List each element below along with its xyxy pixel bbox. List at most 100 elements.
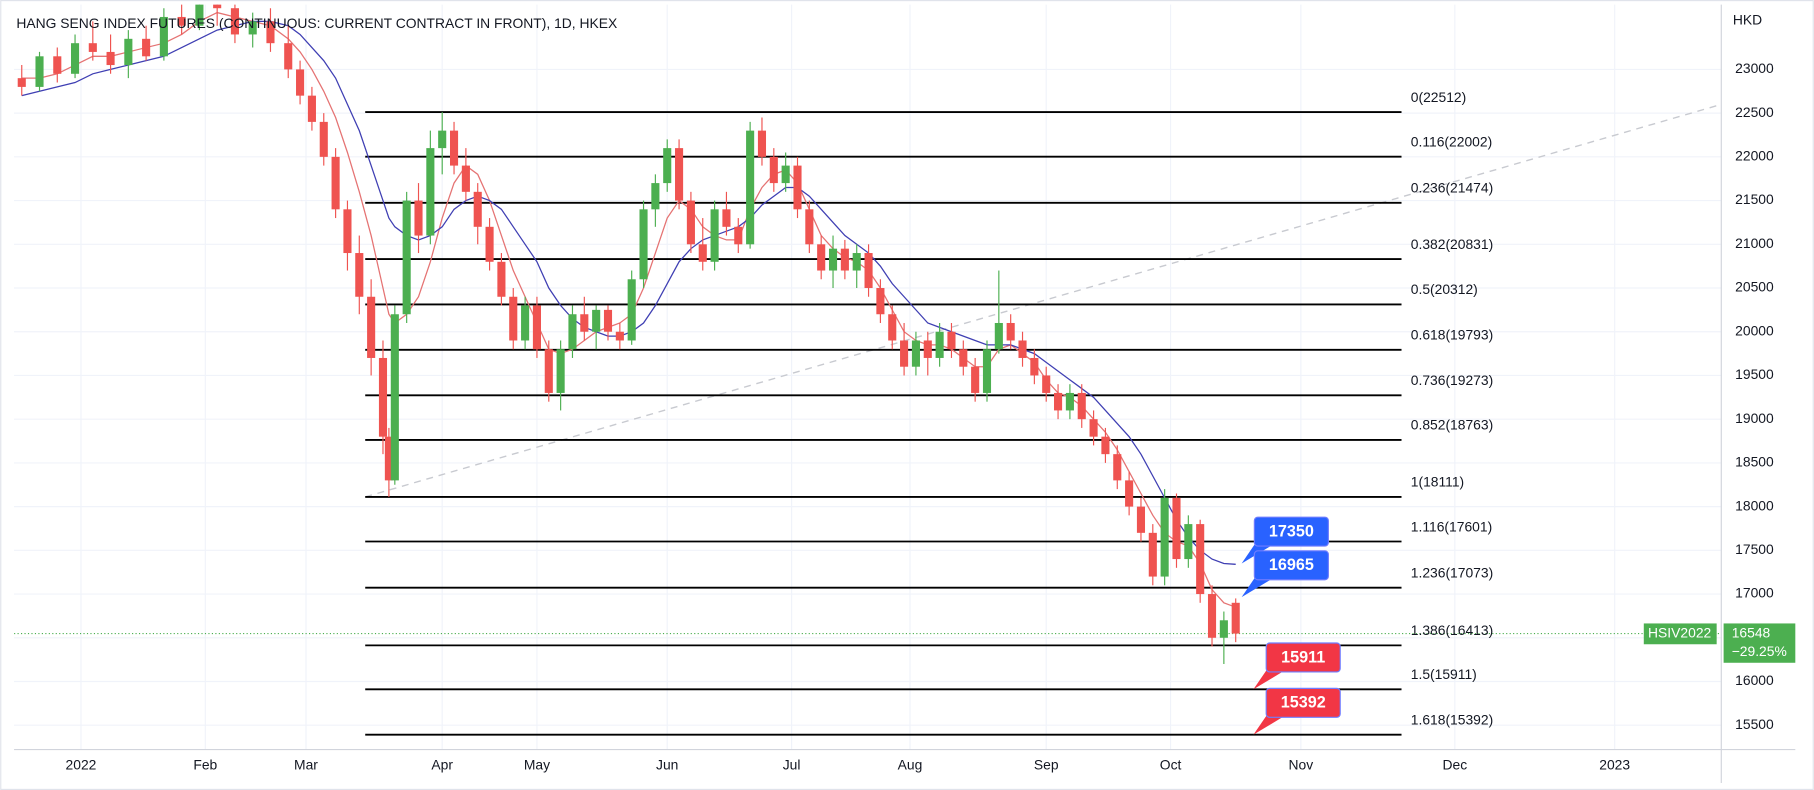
- candle-body: [864, 253, 873, 289]
- fib-level-label: 1.618(15392): [1411, 711, 1493, 727]
- y-tick-label: 17500: [1735, 541, 1774, 557]
- candle-body: [840, 248, 849, 271]
- candle-body: [698, 244, 707, 262]
- candle-body: [1231, 602, 1240, 634]
- price-callout: 15392: [1253, 687, 1341, 735]
- candle-body: [402, 200, 411, 315]
- fib-level-label: 1.5(15911): [1411, 666, 1477, 682]
- candle-body: [1065, 392, 1074, 411]
- candle-body: [532, 305, 541, 350]
- candle-body: [911, 340, 920, 367]
- candle-body: [793, 165, 802, 210]
- candle-body: [544, 349, 553, 393]
- fib-level-label: 1.116(17601): [1411, 518, 1492, 534]
- grid: [14, 4, 1722, 750]
- fib-level-label: 0.618(19793): [1411, 327, 1493, 343]
- x-tick-label: Dec: [1442, 756, 1467, 772]
- candle-body: [17, 78, 26, 87]
- callout-label: 16965: [1269, 556, 1314, 574]
- callout-label: 15392: [1281, 694, 1326, 712]
- candle-body: [1184, 524, 1193, 560]
- candle-body: [1054, 392, 1063, 411]
- candle-body: [284, 43, 293, 70]
- x-tick-label: Nov: [1289, 756, 1314, 772]
- price-callout: 15911: [1253, 642, 1341, 690]
- candle-body: [805, 209, 814, 245]
- candle-body: [485, 226, 494, 262]
- candle-body: [1136, 506, 1146, 533]
- x-tick-label: Jul: [783, 756, 801, 772]
- y-tick-label: 21500: [1735, 191, 1774, 207]
- candle-body: [639, 209, 648, 280]
- candle-body: [675, 148, 684, 201]
- candle-body: [426, 148, 435, 236]
- symbol-label: HSIV2022: [1648, 625, 1711, 641]
- candle-body: [876, 288, 885, 315]
- candle-body: [982, 349, 992, 393]
- x-tick-label: 2022: [66, 756, 97, 772]
- candle-body: [580, 314, 589, 332]
- candle-body: [1077, 392, 1086, 420]
- candle-body: [124, 38, 133, 66]
- candle-body: [852, 253, 861, 271]
- y-tick-label: 19500: [1735, 366, 1774, 382]
- x-tick-label: 2023: [1599, 756, 1630, 772]
- candle-body: [627, 279, 636, 341]
- candle-body: [781, 165, 790, 184]
- candle-body: [592, 309, 601, 332]
- candle-body: [213, 4, 222, 9]
- candle-body: [230, 8, 239, 35]
- candle-body: [414, 200, 423, 236]
- candle-body: [1089, 419, 1098, 437]
- x-tick-label: Feb: [193, 756, 217, 772]
- candle-body: [994, 322, 1003, 350]
- fib-level-label: 0.736(19273): [1411, 372, 1493, 388]
- candle-body: [935, 331, 944, 358]
- y-tick-label: 15500: [1735, 716, 1774, 732]
- callout-box: [1253, 550, 1329, 581]
- y-tick-label: 23000: [1735, 60, 1774, 76]
- fib-level-label: 0(22512): [1411, 89, 1466, 105]
- candle-body: [1148, 532, 1157, 577]
- candle-body: [367, 296, 376, 358]
- callout-box: [1265, 642, 1341, 673]
- candle-body: [53, 56, 62, 74]
- trendline: [365, 103, 1722, 498]
- candle-body: [615, 331, 624, 341]
- candle-body: [521, 305, 530, 341]
- price-callout: 17350: [1241, 516, 1329, 564]
- candle-body: [651, 183, 660, 210]
- fib-level-label: 0.852(18763): [1411, 417, 1493, 433]
- candle-body: [473, 191, 482, 227]
- candle-body: [757, 130, 767, 157]
- candle-body: [1125, 480, 1134, 507]
- moving-average: [21, 20, 1236, 565]
- fib-level-label: 0.382(20831): [1411, 236, 1493, 252]
- candle-body: [438, 130, 447, 149]
- currency: HKD: [1733, 11, 1762, 27]
- callout-label: 17350: [1269, 522, 1314, 540]
- y-tick-label: 20000: [1735, 322, 1774, 338]
- price-callout: 16965: [1241, 550, 1329, 598]
- candle-body: [307, 95, 316, 122]
- candle-body: [195, 4, 204, 26]
- candle-body: [390, 314, 399, 481]
- y-tick-label: 21000: [1735, 235, 1774, 251]
- candle-body: [959, 349, 968, 367]
- callout-label: 15911: [1281, 648, 1325, 666]
- x-tick-label: Mar: [294, 756, 318, 772]
- candle-body: [331, 156, 340, 210]
- fib-level-label: 1.386(16413): [1411, 622, 1493, 638]
- x-tick-label: May: [524, 756, 550, 772]
- candle-body: [343, 209, 352, 254]
- y-tick-label: 17000: [1735, 585, 1774, 601]
- candle-body: [1207, 594, 1217, 638]
- x-tick-label: Aug: [898, 756, 923, 772]
- fib-level-label: 1.236(17073): [1411, 564, 1493, 580]
- last-price-badge: [1723, 623, 1796, 663]
- candle-body: [1113, 454, 1122, 481]
- y-tick-label: 18500: [1735, 454, 1774, 470]
- candle-body: [384, 436, 393, 481]
- candle-body: [497, 261, 506, 297]
- candle-body: [769, 156, 778, 184]
